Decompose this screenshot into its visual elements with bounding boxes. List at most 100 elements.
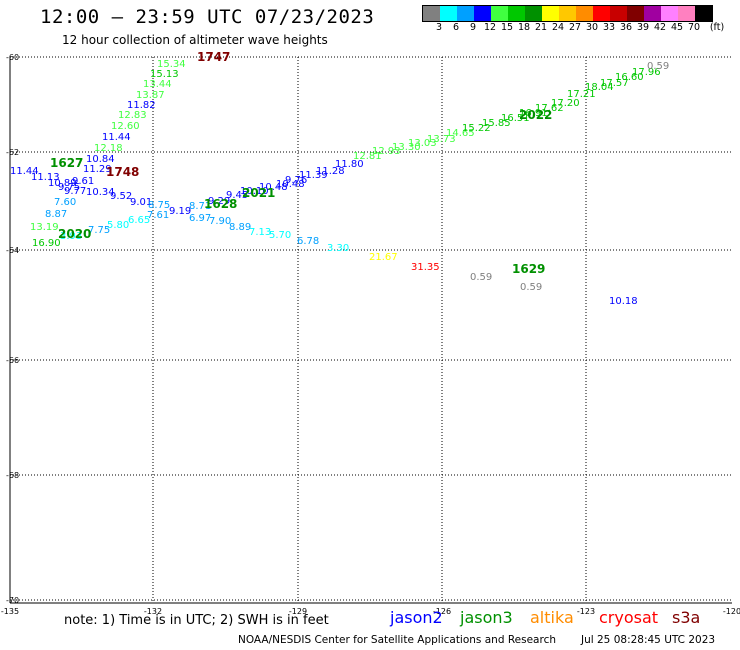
wave-height-label: 17.57 [600, 78, 629, 89]
longitude-tick-label: -126 [433, 607, 451, 616]
wave-height-label: 10.48 [276, 179, 305, 190]
colorbar-swatch [542, 6, 559, 21]
wave-height-label: 12.93 [372, 146, 401, 157]
footer-note: note: 1) Time is in UTC; 2) SWH is in fe… [64, 613, 329, 628]
wave-height-label: 9.61 [72, 176, 94, 187]
colorbar-swatch [678, 6, 695, 21]
credit-line: NOAA/NESDIS Center for Satellite Applica… [238, 634, 556, 646]
wave-height-label: 7.75 [88, 225, 110, 236]
colorbar-label: 27 [568, 22, 582, 33]
wave-height-label: 15.85 [482, 118, 511, 129]
colorbar-swatch [440, 6, 457, 21]
colorbar-label: 3 [435, 22, 443, 33]
latitude-tick-label: -60 [6, 53, 19, 62]
colorbar-label: 18 [517, 22, 531, 33]
wave-height-label: 11.28 [316, 166, 345, 177]
latitude-tick-label: -68 [6, 471, 19, 480]
wave-height-label: 15.13 [150, 69, 179, 80]
colorbar-swatch [661, 6, 678, 21]
wave-height-label: 13.19 [30, 222, 59, 233]
wave-height-label: 12.83 [118, 110, 147, 121]
wave-height-label: 11.80 [335, 159, 364, 170]
wave-height-label: 10.84 [86, 154, 115, 165]
wave-height-label: 11.39 [299, 170, 328, 181]
colorbar-label: 45 [670, 22, 684, 33]
wave-height-label: 17.62 [535, 103, 564, 114]
wave-height-label: 16.90 [32, 238, 61, 249]
colorbar-label: 36 [619, 22, 633, 33]
wave-height-label: 9.29 [208, 196, 230, 207]
wave-height-label: 0.59 [470, 272, 492, 283]
legend-altika: altika [530, 608, 574, 627]
wave-height-label: 11.13 [31, 172, 60, 183]
wave-height-label: 16.51 [501, 113, 530, 124]
pass-time-label: 1628 [204, 197, 237, 211]
wave-height-label: 12.18 [94, 143, 123, 154]
wave-height-label: 11.44 [10, 166, 39, 177]
wave-height-label: 13.44 [143, 79, 172, 90]
wave-height-label: 10.10 [240, 186, 269, 197]
wave-height-label: 15.34 [157, 59, 186, 70]
longitude-tick-label: -123 [577, 607, 595, 616]
pass-time-label: 2021 [242, 186, 275, 200]
colorbar-label: 12 [483, 22, 497, 33]
wave-height-label: 13.03 [408, 138, 437, 149]
longitude-tick-label: -135 [1, 607, 19, 616]
latitude-tick-label: -70 [6, 596, 19, 605]
wave-height-label: 7.60 [54, 197, 76, 208]
colorbar-label: 9 [469, 22, 477, 33]
wave-height-label: 9.75 [58, 182, 80, 193]
colorbar-swatch [593, 6, 610, 21]
colorbar-labels: 3 6 9 12 15 18 21 24 27 30 33 36 39 42 45 70 (ft) [422, 22, 740, 34]
pass-time-label: 1747 [197, 50, 230, 64]
legend-jason3: jason3 [460, 608, 513, 627]
longitude-tick-label: -132 [144, 607, 162, 616]
wave-height-label: 6.97 [189, 213, 211, 224]
wave-height-label: 7.13 [249, 227, 271, 238]
wave-height-label: 16.60 [615, 72, 644, 83]
map-title: 12:00 – 23:59 UTC 07/23/2023 [40, 6, 375, 28]
colorbar-swatch [474, 6, 491, 21]
wave-height-label: 5.80 [107, 220, 129, 231]
pass-time-label: 2020 [58, 227, 91, 241]
wave-height-label: 3.93 [60, 231, 82, 242]
wave-height-label: 9.19 [169, 206, 191, 217]
wave-height-colorbar [422, 5, 713, 22]
legend-s3a: s3a [672, 608, 701, 627]
colorbar-swatch [491, 6, 508, 21]
longitude-tick-label: -120 [723, 607, 740, 616]
wave-height-label: 9.77 [64, 186, 86, 197]
colorbar-swatch [508, 6, 525, 21]
wave-height-label: 13.87 [136, 90, 165, 101]
pass-time-label: 2022 [519, 108, 552, 122]
colorbar-label: 70 [687, 22, 701, 33]
wave-height-label: 31.35 [411, 262, 440, 273]
wave-height-label: 18.04 [585, 82, 614, 93]
wave-height-label: 21.67 [369, 252, 398, 263]
wave-height-label: 10.48 [259, 182, 288, 193]
colorbar-label: 21 [534, 22, 548, 33]
colorbar-label: 15 [500, 22, 514, 33]
wave-height-label: 13.73 [427, 134, 456, 145]
colorbar-swatch [695, 6, 712, 21]
colorbar-label: 33 [602, 22, 616, 33]
longitude-tick-label: -129 [289, 607, 307, 616]
wave-height-label: 7.90 [209, 216, 231, 227]
wave-height-label: 12.60 [111, 121, 140, 132]
wave-height-label: 9.45 [226, 190, 248, 201]
wave-height-label: 15.22 [462, 123, 491, 134]
wave-height-label: 10.89 [48, 178, 77, 189]
wave-height-label: 14.65 [446, 128, 475, 139]
wave-height-label: 0.59 [647, 61, 669, 72]
wave-height-label: 9.76 [285, 175, 307, 186]
wave-height-label: 11.82 [127, 100, 156, 111]
latitude-tick-label: -66 [6, 356, 19, 365]
wave-height-label: 5.70 [269, 230, 291, 241]
colorbar-label: 42 [653, 22, 667, 33]
map-subtitle: 12 hour collection of altimeter wave hei… [62, 33, 328, 47]
colorbar-label: 24 [551, 22, 565, 33]
wave-height-label: 9.52 [110, 191, 132, 202]
wave-height-label: 11.29 [83, 164, 112, 175]
wave-height-label: 10.34 [86, 187, 115, 198]
